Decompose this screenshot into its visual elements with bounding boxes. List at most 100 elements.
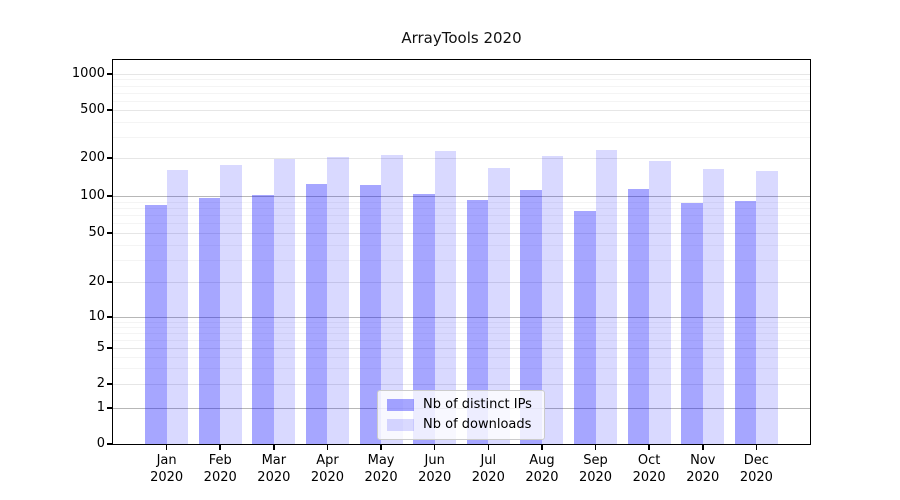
- bar-downloads-nov: [702, 168, 725, 444]
- x-tick-mark: [541, 445, 543, 450]
- y-tick-mark: [107, 316, 112, 318]
- bar-downloads-sep: [595, 149, 617, 444]
- y-tick-label: 2: [96, 376, 105, 391]
- gridline-minor: [113, 332, 810, 334]
- y-tick-label: 1000: [71, 66, 105, 81]
- gridline-minor: [113, 368, 810, 370]
- gridline-minor: [113, 92, 810, 94]
- bar-distinct-ips-jul: [466, 200, 489, 444]
- x-tick-label: Nov 2020: [686, 453, 720, 485]
- gridline-minor: [113, 85, 810, 87]
- x-tick-label: Aug 2020: [525, 453, 559, 485]
- y-tick-label: 200: [80, 150, 105, 165]
- y-tick-mark: [107, 383, 112, 385]
- bar-downloads-oct: [649, 160, 671, 444]
- y-tick-label: 5: [96, 340, 105, 355]
- gridline-minor: [113, 326, 810, 328]
- bar-distinct-ips-jan: [145, 205, 167, 444]
- bar-downloads-apr: [327, 157, 349, 444]
- gridline: [113, 74, 810, 75]
- chart-title: ArrayTools 2020: [401, 29, 522, 47]
- y-tick-mark: [107, 347, 112, 349]
- bar-distinct-ips-sep: [574, 210, 596, 444]
- gridline: [113, 196, 810, 197]
- y-tick-label: 10: [88, 309, 105, 324]
- x-tick-label: Oct 2020: [632, 453, 666, 485]
- gridline-minor: [113, 100, 810, 102]
- x-tick-mark: [648, 445, 650, 450]
- x-tick-label: May 2020: [364, 453, 398, 485]
- y-tick-mark: [107, 407, 112, 409]
- gridline: [113, 158, 810, 159]
- gridline-minor: [113, 136, 810, 138]
- x-tick-mark: [487, 445, 490, 450]
- bar-distinct-ips-dec: [734, 201, 757, 444]
- legend: Nb of distinct IPs Nb of downloads: [377, 390, 545, 440]
- y-tick-mark: [107, 109, 112, 111]
- gridline-minor: [113, 223, 810, 225]
- x-tick-mark: [273, 445, 275, 450]
- legend-label-distinct-ips: Nb of distinct IPs: [423, 397, 532, 412]
- plot-area: [113, 60, 810, 444]
- gridline-minor: [113, 207, 810, 209]
- gridline-minor: [113, 244, 810, 246]
- x-tick-label: Feb 2020: [203, 453, 237, 485]
- bar-downloads-may: [381, 154, 403, 444]
- x-tick-label: Jun 2020: [418, 453, 452, 485]
- gridline-minor: [113, 201, 810, 203]
- y-tick-mark: [107, 281, 112, 283]
- y-tick-mark: [107, 157, 112, 159]
- bar-downloads-dec: [756, 171, 778, 444]
- gridline: [113, 348, 810, 349]
- legend-label-downloads: Nb of downloads: [423, 417, 532, 432]
- gridline: [113, 110, 810, 111]
- x-tick-mark: [755, 445, 758, 450]
- bar-distinct-ips-mar: [252, 195, 274, 444]
- bar-distinct-ips-nov: [681, 203, 703, 444]
- bar-distinct-ips-feb: [198, 197, 221, 444]
- gridline-minor: [113, 79, 810, 81]
- bar-distinct-ips-may: [359, 185, 382, 444]
- x-tick-label: Mar 2020: [257, 453, 291, 485]
- gridline-minor: [113, 339, 810, 341]
- x-tick-label: Apr 2020: [310, 453, 344, 485]
- y-tick-label: 100: [80, 188, 105, 203]
- y-tick-label: 1: [96, 400, 105, 415]
- bar-downloads-jan: [166, 170, 189, 444]
- y-tick-mark: [107, 73, 112, 75]
- bar-distinct-ips-aug: [520, 190, 542, 444]
- legend-swatch-downloads-icon: [387, 419, 414, 431]
- x-tick-label: Jul 2020: [471, 453, 505, 485]
- x-tick-label: Sep 2020: [578, 453, 613, 485]
- gridline: [113, 317, 810, 318]
- bar-downloads-jul: [488, 167, 510, 444]
- bar-distinct-ips-oct: [627, 189, 650, 444]
- bar-downloads-mar: [273, 159, 296, 444]
- bar-downloads-jun: [434, 151, 457, 444]
- y-tick-label: 500: [80, 102, 105, 117]
- x-tick-mark: [165, 445, 168, 450]
- x-tick-mark: [594, 445, 597, 450]
- x-tick-mark: [380, 445, 382, 450]
- gridline: [113, 233, 810, 234]
- y-tick-label: 20: [88, 274, 105, 289]
- x-tick-label: Jan 2020: [150, 453, 184, 485]
- x-tick-mark: [702, 445, 704, 450]
- x-tick-mark: [326, 445, 329, 450]
- x-tick-label: Dec 2020: [739, 453, 773, 485]
- gridline: [113, 282, 810, 283]
- bar-downloads-feb: [220, 165, 242, 444]
- bar-downloads-aug: [541, 155, 564, 444]
- y-tick-label: 0: [96, 436, 105, 451]
- x-tick-mark: [433, 445, 436, 450]
- x-tick-mark: [219, 445, 221, 450]
- gridline-minor: [113, 356, 810, 358]
- gridline: [113, 384, 810, 385]
- legend-item-distinct-ips: Nb of distinct IPs: [387, 397, 532, 413]
- y-tick-mark: [107, 195, 112, 197]
- bar-distinct-ips-apr: [306, 184, 328, 444]
- gridline-minor: [113, 321, 810, 323]
- y-tick-mark: [107, 232, 112, 234]
- bar-distinct-ips-jun: [413, 193, 435, 444]
